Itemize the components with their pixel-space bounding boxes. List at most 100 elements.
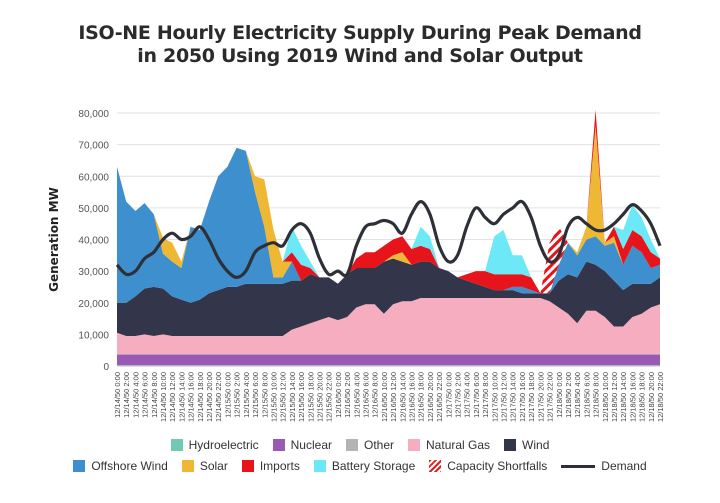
legend-item-other: Other xyxy=(346,438,394,452)
x-tick-label: 12/17/50 0:00 xyxy=(444,372,453,418)
legend-swatch xyxy=(504,439,517,451)
legend-item-solar: Solar xyxy=(181,459,228,473)
x-tick-label: 12/18/50 2:00 xyxy=(564,372,573,418)
y-tick-label: 30,000 xyxy=(78,267,109,278)
legend-item-offshore-wind: Offshore Wind xyxy=(73,459,168,473)
x-tick-label: 12/15/50 4:00 xyxy=(242,372,251,418)
x-tick-label: 12/14/50 22:00 xyxy=(214,372,223,422)
legend-item-capacity-shortfalls: Capacity Shortfalls xyxy=(429,459,547,473)
chart-title-line-1: ISO-NE Hourly Electricity Supply During … xyxy=(78,22,642,44)
area-nuclear xyxy=(117,354,660,366)
x-tick-label: 12/15/50 8:00 xyxy=(260,372,269,418)
x-tick-label: 12/15/50 22:00 xyxy=(325,372,334,422)
x-tick-label: 12/17/50 14:00 xyxy=(509,372,518,422)
x-tick-label: 12/17/50 20:00 xyxy=(536,372,545,422)
legend-row-1: Hydroelectric Nuclear Other Natural Gas … xyxy=(0,438,720,452)
legend-swatch xyxy=(241,460,254,472)
x-tick-label: 12/18/50 0:00 xyxy=(555,372,564,418)
x-tick-label: 12/15/50 6:00 xyxy=(251,372,260,418)
x-tick-label: 12/16/50 20:00 xyxy=(426,372,435,422)
area-solar xyxy=(117,125,660,294)
x-tick-label: 12/14/50 6:00 xyxy=(141,372,150,418)
legend-item-battery-storage: Battery Storage xyxy=(313,459,415,473)
area-natural-gas xyxy=(117,298,660,354)
x-tick-label: 12/15/50 10:00 xyxy=(269,372,278,422)
x-tick-label: 12/16/50 8:00 xyxy=(371,372,380,418)
x-tick-label: 12/14/50 12:00 xyxy=(168,372,177,422)
area-other xyxy=(117,354,660,355)
legend-swatch xyxy=(73,460,86,472)
x-tick-label: 12/18/50 12:00 xyxy=(610,372,619,422)
x-tick-label: 12/14/50 8:00 xyxy=(150,372,159,418)
x-tick-label: 12/17/50 16:00 xyxy=(518,372,527,422)
x-tick-label: 12/14/50 20:00 xyxy=(205,372,214,422)
x-tick-label: 12/14/50 14:00 xyxy=(177,372,186,422)
chart-title-line-2: in 2050 Using 2019 Wind and Solar Output xyxy=(137,45,583,67)
x-tick-label: 12/18/50 18:00 xyxy=(638,372,647,422)
x-tick-label: 12/14/50 10:00 xyxy=(159,372,168,422)
x-tick-label: 12/15/50 12:00 xyxy=(279,372,288,422)
legend-swatch xyxy=(346,439,358,451)
x-tick-label: 12/15/50 16:00 xyxy=(297,372,306,422)
x-tick-label: 12/18/50 16:00 xyxy=(628,372,637,422)
demand-line xyxy=(115,199,662,279)
x-tick-label: 12/17/50 2:00 xyxy=(454,372,463,418)
legend-swatch xyxy=(429,460,442,472)
legend-swatch xyxy=(313,460,326,472)
x-tick-label: 12/16/50 22:00 xyxy=(435,372,444,422)
y-tick-label: 70,000 xyxy=(78,141,109,152)
x-tick-label: 12/16/50 4:00 xyxy=(352,372,361,418)
x-tick-label: 12/15/50 20:00 xyxy=(315,372,324,422)
x-tick-label: 12/18/50 8:00 xyxy=(592,372,601,418)
legend-swatch xyxy=(181,460,194,472)
legend-swatch xyxy=(272,439,285,451)
x-tick-label: 12/16/50 6:00 xyxy=(361,372,370,418)
x-tick-label: 12/14/50 4:00 xyxy=(131,372,140,418)
legend-item-imports: Imports xyxy=(241,459,300,473)
x-tick-label: 12/16/50 2:00 xyxy=(343,372,352,418)
x-tick-label: 12/16/50 18:00 xyxy=(417,372,426,422)
y-tick-label: 60,000 xyxy=(78,172,109,183)
area-chart: 0 10,000 20,000 30,000 40,000 50,000 60,000 70,… xyxy=(47,109,665,422)
legend-row-2: Offshore Wind Solar Imports Battery Stor… xyxy=(0,459,720,473)
x-tick-label: 12/15/50 14:00 xyxy=(288,372,297,422)
x-tick-label: 12/17/50 22:00 xyxy=(546,372,555,422)
x-tick-label: 12/14/50 0:00 xyxy=(113,372,122,418)
x-tick-label: 12/15/50 0:00 xyxy=(223,372,232,418)
x-tick-label: 12/17/50 6:00 xyxy=(472,372,481,418)
area-offshore-wind xyxy=(117,147,660,303)
legend-item-hydroelectric: Hydroelectric xyxy=(170,438,259,452)
y-tick-label: 80,000 xyxy=(78,109,109,120)
y-tick-label: 10,000 xyxy=(78,330,109,341)
x-tick-label: 12/16/50 12:00 xyxy=(389,372,398,422)
legend-item-demand: Demand xyxy=(561,459,647,473)
x-tick-label: 12/17/50 10:00 xyxy=(490,372,499,422)
legend-item-wind: Wind xyxy=(504,438,549,452)
x-tick-label: 12/17/50 18:00 xyxy=(527,372,536,422)
legend-swatch xyxy=(408,439,421,451)
y-axis-label: Generation MW xyxy=(47,187,61,292)
x-tick-label: 12/16/50 0:00 xyxy=(334,372,343,418)
x-tick-label: 12/18/50 6:00 xyxy=(582,372,591,418)
y-tick-label: 50,000 xyxy=(78,204,109,215)
x-tick-label: 12/14/50 16:00 xyxy=(187,372,196,422)
x-tick-label: 12/18/50 4:00 xyxy=(573,372,582,418)
x-tick-label: 12/16/50 10:00 xyxy=(380,372,389,422)
area-imports xyxy=(117,109,660,294)
x-tick-label: 12/16/50 16:00 xyxy=(408,372,417,422)
legend-swatch xyxy=(561,464,596,468)
x-tick-label: 12/16/50 14:00 xyxy=(398,372,407,422)
x-tick-label: 12/17/50 12:00 xyxy=(500,372,509,422)
area-wind xyxy=(117,258,660,336)
x-tick-label: 12/14/50 2:00 xyxy=(122,372,131,418)
y-tick-label: 20,000 xyxy=(78,299,109,310)
x-tick-label: 12/17/50 8:00 xyxy=(481,372,490,418)
y-tick-label: 40,000 xyxy=(78,236,109,247)
x-tick-label: 12/15/50 18:00 xyxy=(306,372,315,422)
x-tick-label: 12/18/50 10:00 xyxy=(601,372,610,422)
x-tick-label: 12/18/50 14:00 xyxy=(619,372,628,422)
x-tick-label: 12/15/50 2:00 xyxy=(233,372,242,418)
legend-item-natural-gas: Natural Gas xyxy=(408,438,490,452)
x-tick-label: 12/18/50 22:00 xyxy=(656,372,665,422)
chart-title: ISO-NE Hourly Electricity Supply During … xyxy=(0,22,720,68)
